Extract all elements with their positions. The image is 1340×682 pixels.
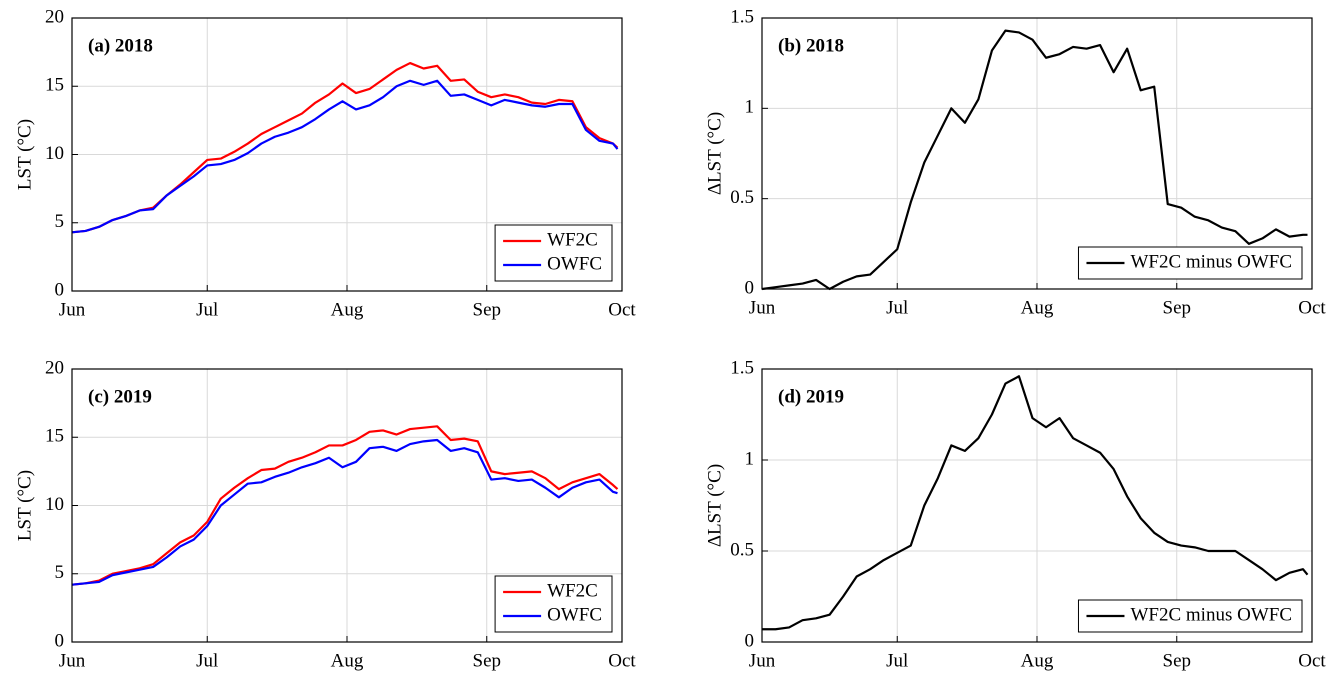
y-axis-label: ΔLST (°C): [704, 112, 725, 195]
x-tick-label: Sep: [1163, 650, 1192, 671]
axes-frame: [761, 17, 1313, 290]
x-tick-label: Jun: [59, 650, 86, 671]
y-tick-label: 0: [745, 277, 755, 298]
y-tick-label: 0: [55, 630, 65, 651]
x-tick-label: Sep: [1163, 297, 1192, 318]
legend-label: WF2C minus OWFC: [1130, 604, 1292, 625]
x-tick-label: Sep: [473, 299, 502, 320]
y-tick-label: 20: [45, 357, 64, 378]
legend-label: WF2C: [547, 229, 598, 250]
axes-frame: [761, 368, 1313, 643]
x-tick-label: Oct: [608, 299, 636, 320]
y-tick-label: 1: [745, 448, 755, 469]
legend-label: OWFC: [547, 604, 602, 625]
y-tick-label: 0: [745, 630, 755, 651]
legend-box: [494, 224, 613, 282]
legend-label: OWFC: [547, 253, 602, 274]
legend: WF2C OWFC: [494, 224, 613, 282]
axes-frame: [71, 17, 623, 292]
data-line: [71, 438, 618, 586]
panel-title: (d) 2019: [778, 386, 844, 407]
legend: WF2C minus OWFC: [1077, 246, 1303, 280]
legend-label: WF2C: [547, 580, 598, 601]
y-tick-label: 10: [45, 494, 64, 515]
legend: WF2C OWFC: [494, 575, 613, 633]
y-tick-label: 0.5: [730, 539, 754, 560]
y-tick-label: 1.5: [730, 6, 754, 27]
data-line: [71, 79, 619, 234]
x-tick-label: Jun: [749, 297, 776, 318]
panel-title: (b) 2018: [778, 35, 844, 56]
y-tick-label: 0: [55, 279, 65, 300]
y-tick-label: 5: [55, 211, 65, 232]
x-tick-label: Jul: [886, 297, 908, 318]
x-tick-label: Aug: [1021, 297, 1054, 318]
y-axis-label: LST (°C): [14, 119, 35, 190]
y-tick-label: 5: [55, 562, 65, 583]
x-tick-label: Sep: [473, 650, 502, 671]
x-tick-label: Aug: [331, 299, 364, 320]
legend: WF2C minus OWFC: [1077, 599, 1303, 633]
x-tick-label: Oct: [1298, 297, 1326, 318]
axes-frame: [71, 368, 623, 643]
legend-box: [494, 575, 613, 633]
x-tick-label: Jul: [196, 299, 218, 320]
y-axis-label: ΔLST (°C): [704, 464, 725, 547]
x-tick-label: Jul: [196, 650, 218, 671]
y-tick-label: 1.5: [730, 357, 754, 378]
y-axis-label: LST (°C): [14, 470, 35, 541]
y-tick-label: 15: [45, 426, 64, 447]
y-tick-label: 20: [45, 6, 64, 27]
legend-label: WF2C minus OWFC: [1130, 251, 1292, 272]
x-tick-label: Oct: [1298, 650, 1326, 671]
x-tick-label: Jun: [59, 299, 86, 320]
x-tick-label: Oct: [608, 650, 636, 671]
x-tick-label: Jul: [886, 650, 908, 671]
x-tick-label: Jun: [749, 650, 776, 671]
y-tick-label: 1: [745, 97, 755, 118]
y-tick-label: 15: [45, 75, 64, 96]
x-tick-label: Aug: [1021, 650, 1054, 671]
panel-title: (a) 2018: [88, 35, 153, 56]
data-line: [762, 375, 1309, 631]
y-tick-label: 0.5: [730, 187, 754, 208]
x-tick-label: Aug: [331, 650, 364, 671]
data-line: [71, 425, 619, 586]
data-line: [761, 29, 1308, 291]
y-tick-label: 10: [45, 143, 64, 164]
panel-title: (c) 2019: [88, 386, 152, 407]
